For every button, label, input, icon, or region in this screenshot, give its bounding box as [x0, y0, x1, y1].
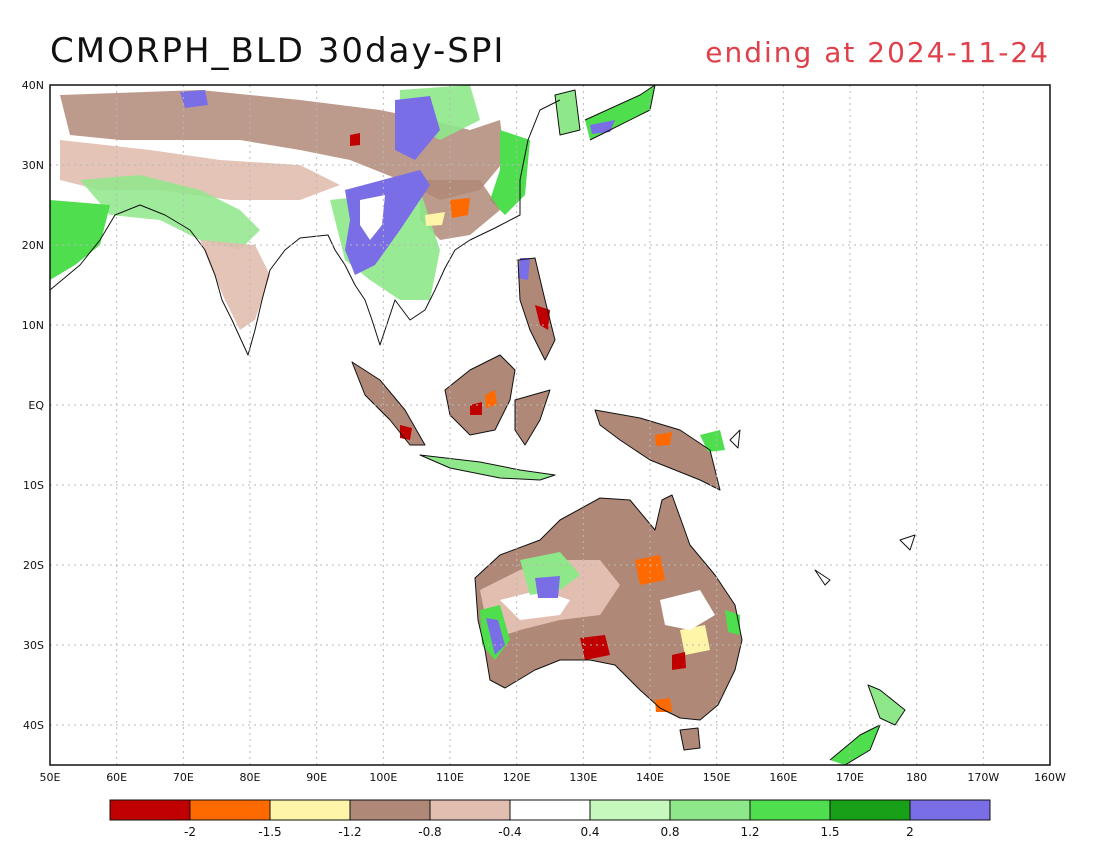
- colorbar-label: 0.4: [580, 825, 599, 839]
- colorbar-swatch: [749, 799, 831, 821]
- latitude-tick-label: 10N: [22, 319, 44, 332]
- colorbar-swatch: [669, 799, 751, 821]
- map-title: CMORPH_BLD 30day-SPI: [50, 31, 505, 71]
- map-gridlines: [50, 85, 1050, 765]
- colorbar-label: -0.8: [418, 825, 441, 839]
- colorbar-label: 1.2: [740, 825, 759, 839]
- colorbar-swatch: [349, 799, 431, 821]
- colorbar-swatch: [509, 799, 591, 821]
- longitude-tick-label: 160E: [769, 771, 797, 784]
- longitude-tick-label: 150E: [703, 771, 731, 784]
- colorbar-label: -1.2: [338, 825, 361, 839]
- land-shading: [50, 85, 905, 765]
- colorbar-swatches: [109, 799, 991, 821]
- longitude-tick-label: 170E: [836, 771, 864, 784]
- colorbar-labels: -2 -1.5 -1.2 -0.8 -0.4 0.4 0.8 1.2 1.5 2: [184, 825, 914, 839]
- longitude-tick-label: 90E: [306, 771, 327, 784]
- colorbar-label: 1.5: [820, 825, 839, 839]
- colorbar-swatch: [269, 799, 351, 821]
- longitude-tick-label: 60E: [106, 771, 127, 784]
- latitude-tick-label: 10S: [23, 479, 44, 492]
- colorbar-label: -1.5: [258, 825, 281, 839]
- longitude-tick-label: 180: [906, 771, 927, 784]
- colorbar-label: -2: [184, 825, 196, 839]
- colorbar-swatch: [589, 799, 671, 821]
- longitude-tick-label: 140E: [636, 771, 664, 784]
- latitude-axis-labels: 40N 30N 20N 10N EQ 10S 20S 30S 40S: [22, 79, 45, 732]
- longitude-tick-label: 160W: [1034, 771, 1066, 784]
- longitude-tick-label: 110E: [436, 771, 464, 784]
- longitude-tick-label: 130E: [569, 771, 597, 784]
- map-frame: [49, 84, 1051, 766]
- latitude-tick-label: EQ: [28, 399, 44, 412]
- colorbar-swatch: [109, 799, 191, 821]
- longitude-axis-labels: 50E 60E 70E 80E 90E 100E 110E 120E 130E 140E 150E 1…: [40, 771, 1067, 784]
- colorbar: -2 -1.5 -1.2 -0.8 -0.4 0.4 0.8 1.2 1.5 2: [109, 799, 991, 839]
- latitude-tick-label: 30S: [23, 639, 44, 652]
- colorbar-label: 2: [906, 825, 914, 839]
- coastlines: [50, 85, 916, 765]
- colorbar-swatch: [829, 799, 911, 821]
- longitude-tick-label: 50E: [40, 771, 61, 784]
- latitude-tick-label: 40N: [22, 79, 44, 92]
- map-panel: 50E 60E 70E 80E 90E 100E 110E 120E 130E 140E 150E 1…: [22, 79, 1066, 784]
- colorbar-swatch: [189, 799, 271, 821]
- latitude-tick-label: 30N: [22, 159, 44, 172]
- map-date-label: ending at 2024-11-24: [705, 36, 1050, 69]
- colorbar-label: 0.8: [660, 825, 679, 839]
- colorbar-swatch: [909, 799, 991, 821]
- longitude-tick-label: 80E: [240, 771, 261, 784]
- latitude-tick-label: 40S: [23, 719, 44, 732]
- colorbar-swatch: [429, 799, 511, 821]
- latitude-tick-label: 20N: [22, 239, 44, 252]
- longitude-tick-label: 170W: [967, 771, 999, 784]
- longitude-tick-label: 70E: [173, 771, 194, 784]
- longitude-tick-label: 100E: [369, 771, 397, 784]
- colorbar-label: -0.4: [498, 825, 521, 839]
- longitude-tick-label: 120E: [503, 771, 531, 784]
- latitude-tick-label: 20S: [23, 559, 44, 572]
